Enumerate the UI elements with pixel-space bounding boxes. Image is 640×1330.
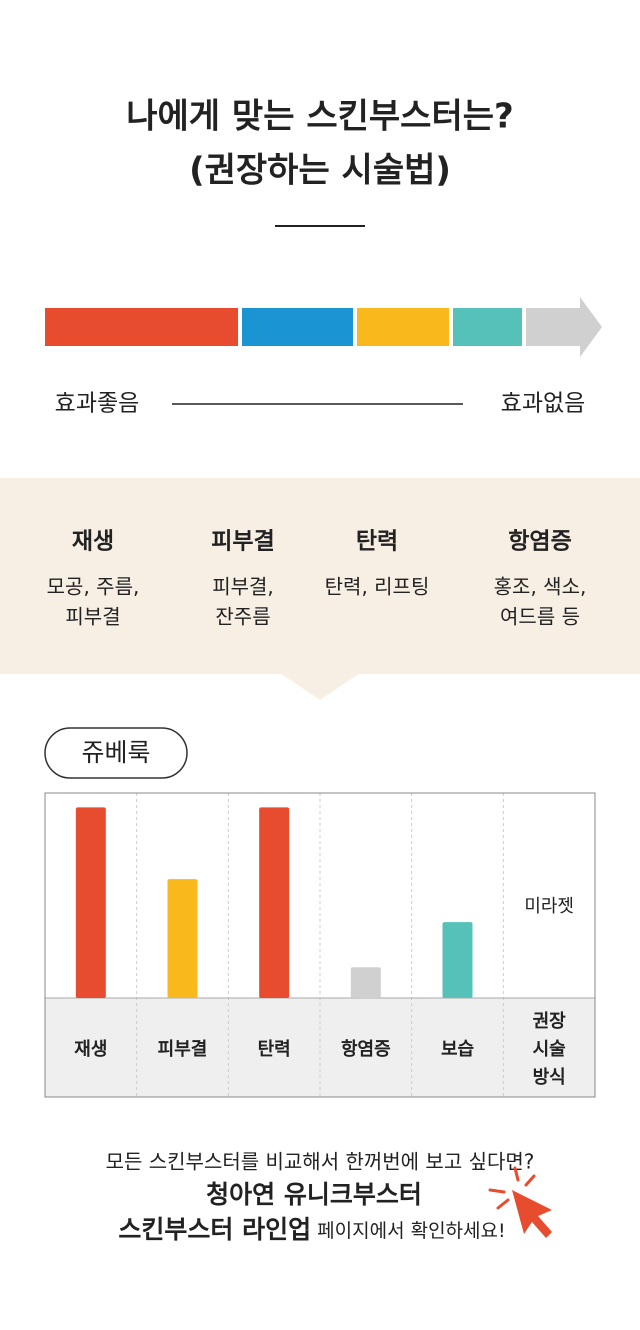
scale-segment xyxy=(357,308,449,346)
effect-name: 재생 xyxy=(72,529,114,555)
effect-name: 탄력 xyxy=(356,529,398,555)
footer-line2: 청아연 유니크부스터 xyxy=(206,1180,422,1209)
footer-line3: 스킨부스터 라인업 페이지에서 확인하세요! xyxy=(118,1215,505,1244)
x-tick-label: 보습 xyxy=(441,1039,474,1060)
cursor-icon xyxy=(488,1166,552,1238)
scale-bar xyxy=(45,297,602,357)
title: 나에게 맞는 스킨부스터는? xyxy=(126,97,513,137)
effect-desc: 잔주름 xyxy=(215,605,270,629)
scale-segment xyxy=(242,308,353,346)
method-label: 방식 xyxy=(533,1067,566,1088)
effect-desc: 피부결 xyxy=(65,605,120,629)
effect-name: 항염증 xyxy=(508,529,571,555)
bar xyxy=(259,807,290,998)
scale-arrow xyxy=(526,297,602,357)
effect-desc: 탄력, 리프팅 xyxy=(325,575,430,599)
scale-segment xyxy=(453,308,522,346)
bar xyxy=(75,807,106,998)
footer-rest: 페이지에서 확인하세요! xyxy=(311,1220,506,1242)
subtitle: (권장하는 시술법) xyxy=(189,151,451,191)
panel-pointer xyxy=(280,673,360,700)
effect-name: 피부결 xyxy=(211,529,274,555)
product-pill xyxy=(44,727,188,779)
x-tick-label: 항염증 xyxy=(341,1039,391,1060)
scale-segment xyxy=(45,308,238,346)
x-tick-label: 재생 xyxy=(74,1039,107,1060)
effect-desc: 여드름 등 xyxy=(500,605,580,629)
effects-panel xyxy=(0,478,640,674)
effect-desc: 홍조, 색소, xyxy=(494,575,587,599)
bar xyxy=(442,922,473,998)
scale-right: 효과없음 xyxy=(501,391,586,417)
method-label: 권장 xyxy=(533,1011,567,1032)
bar xyxy=(350,967,381,998)
effect-desc: 피부결, xyxy=(212,575,274,599)
x-tick-label: 탄력 xyxy=(258,1039,291,1060)
effect-desc: 모공, 주름, xyxy=(47,575,140,599)
method-label: 시술 xyxy=(533,1039,566,1060)
footer-bold: 스킨부스터 라인업 xyxy=(118,1215,311,1244)
scale-left: 효과좋음 xyxy=(55,391,140,417)
method-value: 미라젯 xyxy=(524,896,574,917)
footer-line1: 모든 스킨부스터를 비교해서 한꺼번에 보고 싶다면? xyxy=(106,1150,535,1174)
bar xyxy=(167,879,198,998)
chart-title: 쥬베룩 xyxy=(81,738,150,767)
x-tick-label: 피부결 xyxy=(158,1039,208,1060)
chart-frame xyxy=(44,792,596,1098)
